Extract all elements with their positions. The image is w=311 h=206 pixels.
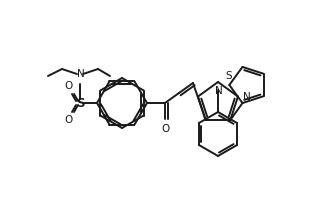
Text: N: N bbox=[215, 86, 223, 96]
Text: N: N bbox=[77, 69, 85, 79]
Text: S: S bbox=[225, 71, 232, 81]
Text: O: O bbox=[65, 115, 73, 125]
Text: N: N bbox=[243, 91, 251, 102]
Text: O: O bbox=[65, 81, 73, 91]
Text: O: O bbox=[162, 124, 170, 134]
Text: S: S bbox=[76, 96, 84, 110]
